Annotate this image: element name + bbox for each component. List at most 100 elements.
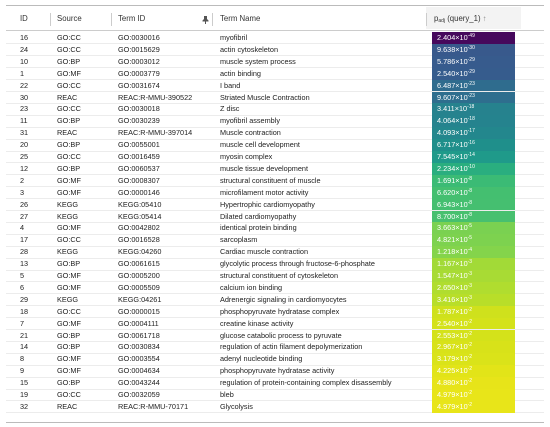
p-mantissa: 4.979×10 [437, 390, 468, 399]
id-cell: 26 [20, 199, 29, 209]
p-exponent: -8 [467, 211, 473, 218]
source-cell: GO:BP [57, 56, 81, 66]
p-value-cell: 4.093×10-17 [432, 127, 515, 140]
id-cell: 22 [20, 80, 29, 90]
p-value-cell: 6.717×10-16 [432, 139, 515, 151]
id-cell: 13 [20, 259, 29, 269]
p-exponent: -3 [467, 294, 473, 301]
source-cell: REAC [57, 92, 78, 102]
p-value-cell: 9.638×10-30 [432, 43, 515, 56]
p-value-cell: 6.620×10-8 [432, 186, 515, 199]
column-header[interactable]: Term Name [220, 14, 261, 23]
p-mantissa: 2.234×10 [437, 163, 468, 173]
p-exponent: -2 [467, 378, 473, 385]
term-name-cell: Dilated cardiomyopathy [220, 211, 297, 221]
column-header[interactable]: Term ID [118, 14, 146, 23]
p-mantissa: 4.064×10 [437, 116, 468, 126]
term-id-cell: REAC:R-MMU-70171 [118, 401, 189, 411]
row-divider [6, 55, 544, 57]
p-mantissa: 3.411×10 [437, 104, 468, 114]
p-value-cell: 8.700×10-8 [432, 210, 515, 223]
p-exponent: -8 [467, 175, 473, 182]
p-exponent: -17 [467, 128, 475, 135]
id-cell: 11 [20, 116, 28, 126]
term-id-cell: KEGG:05414 [118, 211, 162, 221]
row-divider [6, 257, 544, 259]
p-value-cell: 4.880×10-2 [432, 377, 515, 389]
header-rest: (query_1) [445, 14, 481, 23]
row-divider [6, 91, 544, 92]
term-name-cell: muscle tissue development [220, 163, 309, 173]
p-mantissa: 9.638×10 [437, 44, 468, 54]
column-header[interactable]: padj (query_1) ↑ [434, 10, 487, 28]
row-divider [6, 162, 544, 164]
source-cell: KEGG [57, 199, 79, 209]
source-cell: GO:CC [57, 33, 81, 42]
p-mantissa: 6.487×10 [437, 80, 468, 90]
source-cell: GO:CC [57, 80, 81, 90]
id-cell: 14 [20, 342, 29, 352]
source-cell: GO:MF [57, 282, 81, 292]
header-sub: adj [438, 18, 446, 24]
results-table: ID Source Term ID Term Name padj (query_… [6, 5, 544, 423]
p-exponent: -18 [467, 104, 475, 111]
row-divider [6, 329, 544, 330]
term-name-cell: Striated Muscle Contraction [220, 92, 310, 102]
row-divider [6, 376, 544, 378]
source-cell: GO:CC [57, 306, 81, 316]
p-mantissa: 4.880×10 [437, 378, 468, 388]
column-header[interactable]: Source [57, 14, 82, 23]
term-name-cell: structural constituent of muscle [220, 175, 321, 185]
term-id-cell: GO:0016459 [118, 152, 160, 161]
term-name-cell: myofibril assembly [220, 116, 281, 126]
id-cell: 24 [20, 44, 29, 54]
p-exponent: -2 [467, 318, 473, 325]
source-cell: GO:MF [57, 68, 81, 78]
source-cell: REAC [57, 128, 78, 138]
p-exponent: -10 [467, 163, 475, 170]
id-cell: 18 [20, 306, 29, 316]
term-name-cell: sarcoplasm [220, 235, 258, 245]
column-header[interactable]: ID [20, 14, 28, 23]
p-mantissa: 7.545×10 [437, 152, 468, 161]
column-separator [212, 13, 213, 26]
term-id-cell: GO:0016528 [118, 235, 160, 245]
term-id-cell: REAC:R-MMU-390522 [118, 92, 193, 102]
term-id-cell: GO:0032059 [118, 390, 160, 399]
row-divider [6, 293, 544, 295]
source-cell: GO:MF [57, 318, 81, 328]
p-mantissa: 2.404×10 [437, 33, 468, 42]
p-value-cell: 4.979×10-2 [432, 389, 515, 401]
row-divider [6, 138, 544, 140]
p-exponent: -4 [467, 247, 473, 254]
term-name-cell: Cardiac muscle contraction [220, 247, 309, 257]
p-value-cell: 3.411×10-18 [432, 103, 515, 116]
pin-icon[interactable] [202, 16, 209, 24]
source-cell: GO:MF [57, 271, 81, 280]
source-cell: GO:MF [57, 223, 81, 233]
term-id-cell: GO:0000146 [118, 187, 160, 197]
p-mantissa: 6.620×10 [437, 187, 468, 197]
term-name-cell: bleb [220, 390, 234, 399]
row-divider [6, 210, 544, 211]
p-mantissa: 2.650×10 [437, 282, 468, 292]
term-id-cell: REAC:R-MMU-397014 [118, 128, 193, 138]
source-cell: GO:BP [57, 330, 81, 340]
row-divider [6, 400, 544, 402]
p-value-cell: 2.967×10-2 [432, 341, 515, 354]
id-cell: 15 [20, 378, 29, 388]
row-divider [6, 340, 544, 342]
p-exponent: -18 [467, 116, 475, 123]
source-cell: KEGG [57, 247, 79, 257]
term-name-cell: I band [220, 80, 241, 90]
term-name-cell: microfilament motor activity [220, 187, 309, 197]
source-cell: GO:BP [57, 259, 81, 269]
p-value-cell: 1.547×10-3 [432, 270, 515, 282]
p-mantissa: 1.218×10 [437, 247, 468, 257]
source-cell: GO:BP [57, 378, 81, 388]
term-name-cell: muscle cell development [220, 140, 300, 150]
term-name-cell: Hypertrophic cardiomyopathy [220, 199, 315, 209]
row-divider [6, 269, 544, 271]
row-divider [6, 412, 544, 414]
